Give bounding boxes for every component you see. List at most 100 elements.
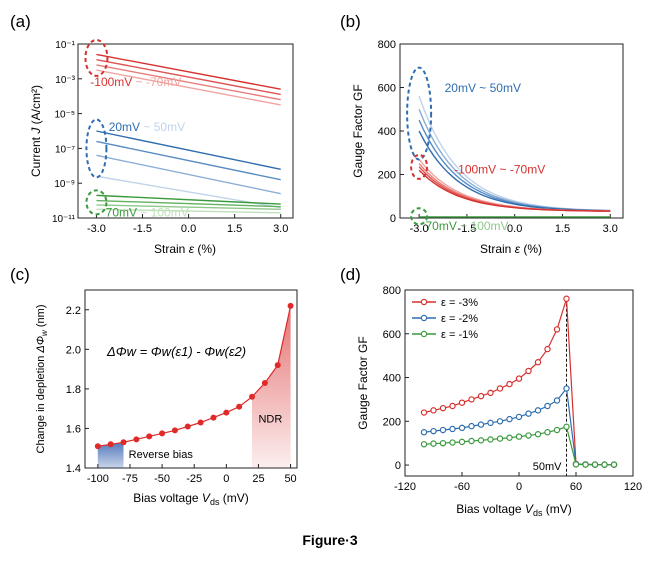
x-tick-label: -1.5	[133, 223, 152, 235]
legend-marker	[420, 298, 428, 306]
data-point	[506, 415, 513, 423]
x-tick-label: -120	[394, 481, 416, 493]
data-point	[610, 461, 618, 468]
group-label-end: ~ -70mV	[132, 75, 181, 89]
highlight-ellipse	[85, 118, 108, 179]
data-point	[107, 441, 114, 448]
group-label-start: -100mV	[454, 162, 496, 176]
x-tick-label: -75	[122, 473, 138, 485]
highlight-ellipse	[85, 189, 108, 216]
data-point	[439, 404, 447, 412]
data-point	[477, 392, 485, 400]
data-point	[94, 443, 101, 450]
threshold-label: 50mV	[533, 461, 562, 473]
panel-c-marks: NDR Reverse bias -100 -75 -50 -25 0 25 50 1.4 1.6 1…	[66, 302, 297, 485]
y-tick-label: 0	[395, 460, 401, 472]
x-tick-label: -1.5	[457, 223, 476, 235]
data-point	[420, 429, 428, 436]
data-point	[184, 423, 191, 430]
data-point	[420, 409, 428, 416]
data-point	[534, 359, 542, 366]
data-line	[97, 305, 292, 447]
data-point	[458, 399, 466, 406]
panel-d: (d) -120 -60 0 60 120 0 200 400 600 800 50mV ε = -3…	[340, 265, 642, 518]
series-line	[96, 208, 281, 214]
data-point	[515, 413, 523, 421]
data-point	[439, 439, 447, 447]
data-point	[274, 362, 281, 369]
x-tick-label: -25	[186, 473, 202, 485]
legend-label: ε = -2%	[441, 313, 478, 325]
data-point	[534, 431, 542, 438]
x-tick-label: 0.0	[181, 223, 196, 235]
x-tick-label: 0	[516, 481, 522, 493]
data-point	[563, 295, 570, 302]
panel-c-frame	[84, 289, 298, 469]
highlight-ellipse	[84, 38, 109, 77]
group-label-start: 70mV	[425, 219, 456, 233]
y-tick-label: 10⁻⁹	[54, 179, 75, 190]
y-tick-label: 1.8	[66, 384, 81, 396]
data-point	[506, 380, 513, 388]
group-label-start: -100mV	[90, 75, 132, 89]
x-tick-label: 1.5	[555, 223, 570, 235]
y-tick-label: 600	[383, 329, 401, 341]
data-point	[544, 345, 551, 353]
y-tick-label: 600	[378, 83, 396, 95]
data-point	[236, 403, 243, 410]
data-point	[430, 440, 437, 447]
legend-marker	[420, 330, 428, 338]
panel-b-xlabel: Strain ε (%)	[480, 242, 542, 256]
panel-c-ylabel: Change in depletion ΔΦw (nm)	[35, 305, 49, 454]
x-tick-label: 0	[223, 473, 229, 485]
figure-caption: Figure·3	[302, 532, 357, 548]
data-point	[506, 434, 513, 441]
x-tick-label: 50	[284, 473, 296, 485]
y-tick-label: 800	[378, 39, 396, 51]
group-label: 70mV ~ 100mV	[106, 205, 189, 219]
panel-d-xlabel: Bias voltage Vds (mV)	[456, 502, 572, 518]
panel-c-equation: ΔΦw = Φw(ε1) - Φw(ε2)	[106, 344, 246, 359]
group-label-start: 70mV	[106, 205, 137, 219]
data-point	[477, 437, 485, 444]
x-tick-label: 3.0	[603, 223, 618, 235]
group-label-end: ~ 100mV	[457, 219, 509, 233]
series-line	[96, 64, 281, 101]
y-tick-label: 1.4	[66, 463, 81, 475]
series-line	[96, 130, 281, 170]
series-line	[96, 58, 281, 96]
series-line	[418, 95, 611, 212]
data-point	[544, 402, 551, 410]
data-point	[197, 419, 204, 426]
y-tick-label: 10⁻¹	[55, 40, 75, 51]
series-line	[96, 204, 281, 210]
data-point	[487, 389, 494, 397]
data-point	[515, 375, 523, 382]
y-tick-label: 800	[383, 285, 401, 297]
x-tick-label: -50	[154, 473, 170, 485]
data-point	[159, 430, 166, 437]
group-label: -100mV ~ -70mV	[90, 75, 181, 89]
group-label-start: 20mV	[109, 120, 140, 134]
panel-b-label: (b)	[340, 12, 361, 31]
y-tick-label: 0	[390, 213, 396, 225]
data-point	[468, 396, 475, 403]
series-line	[96, 140, 281, 181]
legend-label: ε = -1%	[441, 329, 478, 341]
panel-b-marks: -3.0 -1.5 0.0 1.5 3.0 0 200 400 600 800 20mV ~ 50m…	[378, 39, 618, 235]
data-point	[420, 441, 428, 448]
data-point	[223, 409, 230, 416]
series-line	[96, 154, 281, 195]
group-label: 20mV ~ 50mV	[109, 120, 185, 134]
legend-marker	[420, 314, 428, 322]
data-point	[249, 393, 256, 400]
data-point	[553, 397, 561, 404]
data-point	[601, 461, 608, 468]
panel-a-frame	[77, 43, 294, 219]
y-tick-label: 1.6	[66, 423, 81, 435]
ndr-label: NDR	[258, 414, 282, 426]
data-point	[496, 435, 504, 442]
panel-a: (a) -3.0 -1.5 0.0 1.5 3.0 10⁻¹¹ 10⁻⁹ 10⁻⁷ 10⁻⁵ 10…	[10, 12, 294, 256]
data-point	[591, 461, 599, 468]
